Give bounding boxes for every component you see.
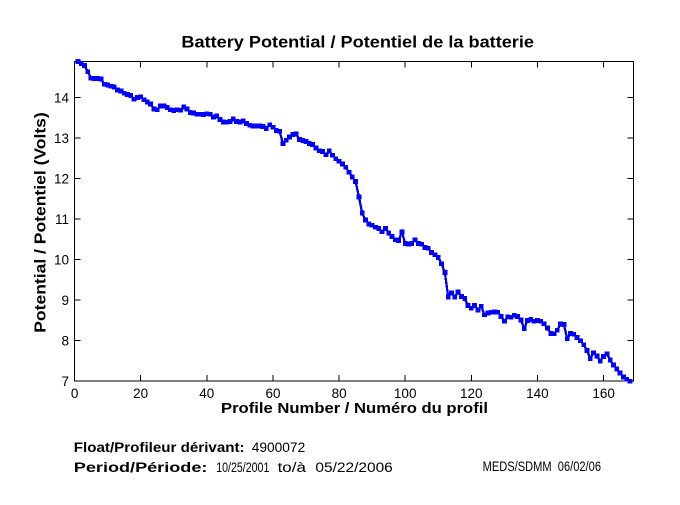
- svg-text:140: 140: [526, 386, 549, 401]
- svg-text:to/à: to/à: [278, 460, 307, 475]
- svg-text:Battery Potential / Potentiel: Battery Potential / Potentiel de la batt…: [181, 33, 534, 52]
- svg-text:Float/Profileur dérivant:: Float/Profileur dérivant:: [74, 440, 245, 455]
- svg-text:160: 160: [592, 386, 615, 401]
- svg-text:05/22/2006: 05/22/2006: [315, 460, 392, 475]
- svg-text:Period/Période:: Period/Période:: [74, 460, 208, 475]
- svg-text:14: 14: [54, 91, 70, 106]
- svg-text:4900072: 4900072: [252, 440, 305, 455]
- svg-text:9: 9: [61, 293, 69, 308]
- svg-text:80: 80: [332, 386, 347, 401]
- svg-text:8: 8: [61, 334, 69, 349]
- svg-text:MEDS/SDMM 06/02/06: MEDS/SDMM 06/02/06: [483, 459, 601, 474]
- svg-text:11: 11: [55, 212, 69, 227]
- svg-text:120: 120: [460, 386, 483, 401]
- svg-text:12: 12: [54, 172, 69, 187]
- svg-text:100: 100: [394, 386, 417, 401]
- svg-text:10/25/2001: 10/25/2001: [216, 460, 269, 475]
- svg-text:7: 7: [61, 374, 69, 389]
- svg-text:13: 13: [54, 131, 69, 146]
- svg-text:40: 40: [199, 386, 214, 401]
- svg-text:0: 0: [71, 386, 79, 401]
- svg-text:Potential / Potentiel (Volts): Potential / Potentiel (Volts): [33, 112, 50, 333]
- svg-text:60: 60: [265, 386, 280, 401]
- svg-text:10: 10: [54, 253, 69, 268]
- svg-text:20: 20: [133, 386, 148, 401]
- svg-text:Profile Number / Numéro du pro: Profile Number / Numéro du profil: [221, 401, 488, 417]
